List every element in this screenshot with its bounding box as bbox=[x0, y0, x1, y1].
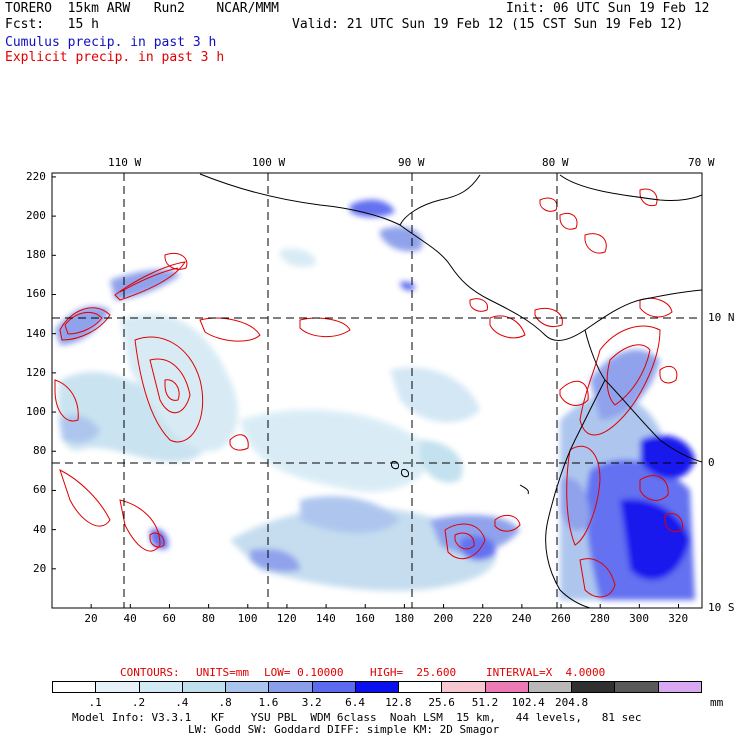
lon-label-70w: 70 W bbox=[688, 156, 715, 169]
colorbar-swatch bbox=[269, 682, 313, 692]
y-tick-label: 180 bbox=[26, 248, 46, 262]
colorbar-swatch bbox=[485, 682, 529, 692]
colorbar-swatch bbox=[226, 682, 270, 692]
lat-label-10n: 10 N bbox=[708, 311, 735, 324]
colorbar-label: 204.8 bbox=[555, 696, 589, 709]
x-tick-label: 300 bbox=[629, 612, 650, 625]
latlon-grid bbox=[52, 173, 702, 608]
colorbar-swatch bbox=[442, 682, 486, 692]
y-tick-label: 60 bbox=[33, 483, 47, 497]
colorbar-label: 1.6 bbox=[258, 696, 279, 709]
x-tick-label: 20 bbox=[84, 612, 98, 625]
coastlines bbox=[199, 173, 702, 608]
y-tick-label: 20 bbox=[33, 561, 47, 575]
y-tick-label: 40 bbox=[33, 522, 47, 536]
explicit-legend: Explicit precip. in past 3 h bbox=[5, 50, 225, 65]
precip-colorbar bbox=[52, 681, 702, 693]
colorbar-swatch bbox=[615, 682, 659, 692]
x-tick-label: 320 bbox=[668, 612, 689, 625]
x-tick-label: 280 bbox=[589, 612, 610, 625]
forecast-hour: Fcst: 15 h bbox=[5, 17, 99, 32]
model-info: Model Info: V3.3.1 KF YSU PBL WDM 6class… bbox=[72, 711, 642, 724]
colorbar-label: .4 bbox=[175, 696, 189, 709]
x-tick-label: 200 bbox=[433, 612, 454, 625]
lon-label-80w: 80 W bbox=[542, 156, 569, 169]
y-tick-label: 160 bbox=[26, 287, 46, 301]
x-tick-label: 160 bbox=[355, 612, 375, 625]
lon-label-110w: 110 W bbox=[108, 156, 142, 169]
y-tick-label: 200 bbox=[26, 209, 46, 223]
lat-label-0: 0 bbox=[708, 456, 715, 469]
colorbar-label: 12.8 bbox=[385, 696, 412, 709]
init-time: Init: 06 UTC Sun 19 Feb 12 bbox=[506, 1, 710, 16]
y-tick-label: 220 bbox=[26, 169, 46, 183]
colorbar-swatch bbox=[139, 682, 183, 692]
colorbar-swatch bbox=[182, 682, 227, 692]
map-frame bbox=[51, 172, 703, 609]
cumulus-legend: Cumulus precip. in past 3 h bbox=[5, 35, 217, 50]
x-tick-label: 260 bbox=[550, 612, 571, 625]
contours-high: HIGH= 25.600 bbox=[370, 666, 457, 679]
colorbar-label: .8 bbox=[218, 696, 232, 709]
y-tick-label: 120 bbox=[26, 365, 46, 379]
colorbar-label: .1 bbox=[88, 696, 102, 709]
colorbar-label: .2 bbox=[131, 696, 146, 709]
colorbar-swatch bbox=[528, 682, 573, 692]
y-tick-label: 100 bbox=[26, 405, 46, 419]
x-tick-label: 60 bbox=[162, 612, 176, 625]
colorbar-swatch bbox=[399, 682, 443, 692]
y-tick-label: 80 bbox=[33, 444, 47, 458]
explicit-contours bbox=[54, 188, 684, 598]
x-tick-label: 140 bbox=[315, 612, 336, 625]
axis-ticks bbox=[52, 176, 680, 608]
lon-label-90w: 90 W bbox=[398, 156, 425, 169]
colorbar-swatch bbox=[312, 682, 356, 692]
x-tick-label: 120 bbox=[276, 612, 297, 625]
contours-low: LOW= 0.10000 bbox=[264, 666, 344, 679]
lon-label-100w: 100 W bbox=[252, 156, 286, 169]
x-tick-label: 220 bbox=[472, 612, 493, 625]
x-tick-label: 180 bbox=[394, 612, 415, 625]
contours-interval: INTERVAL=X 4.0000 bbox=[486, 666, 606, 679]
colorbar-label: 3.2 bbox=[301, 696, 322, 709]
colorbar-label: 25.6 bbox=[428, 696, 455, 709]
y-tick-label: 140 bbox=[26, 326, 46, 340]
contours-units: UNITS=mm bbox=[196, 666, 249, 679]
colorbar-swatch bbox=[53, 682, 97, 692]
x-tick-label: 240 bbox=[511, 612, 532, 625]
colorbar-label: 6.4 bbox=[345, 696, 365, 709]
colorbar-label: 51.2 bbox=[471, 696, 499, 709]
x-tick-label: 100 bbox=[237, 612, 258, 625]
colorbar-unit: mm bbox=[710, 696, 724, 709]
x-tick-label: 40 bbox=[123, 612, 137, 625]
colorbar-swatch bbox=[96, 682, 140, 692]
colorbar-swatch bbox=[658, 682, 701, 692]
colorbar-swatch bbox=[355, 682, 400, 692]
colorbar-label: 102.4 bbox=[511, 696, 545, 709]
model-title: TORERO 15km ARW Run2 NCAR/MMM bbox=[5, 1, 279, 16]
physics-info: LW: Godd SW: Goddard DIFF: simple KM: 2D… bbox=[188, 723, 500, 736]
valid-time: Valid: 21 UTC Sun 19 Feb 12 (15 CST Sun … bbox=[292, 17, 684, 32]
colorbar-swatch bbox=[572, 682, 616, 692]
contours-label: CONTOURS: bbox=[120, 666, 180, 679]
x-tick-label: 80 bbox=[201, 612, 216, 625]
lat-label-10s: 10 S bbox=[708, 601, 735, 614]
